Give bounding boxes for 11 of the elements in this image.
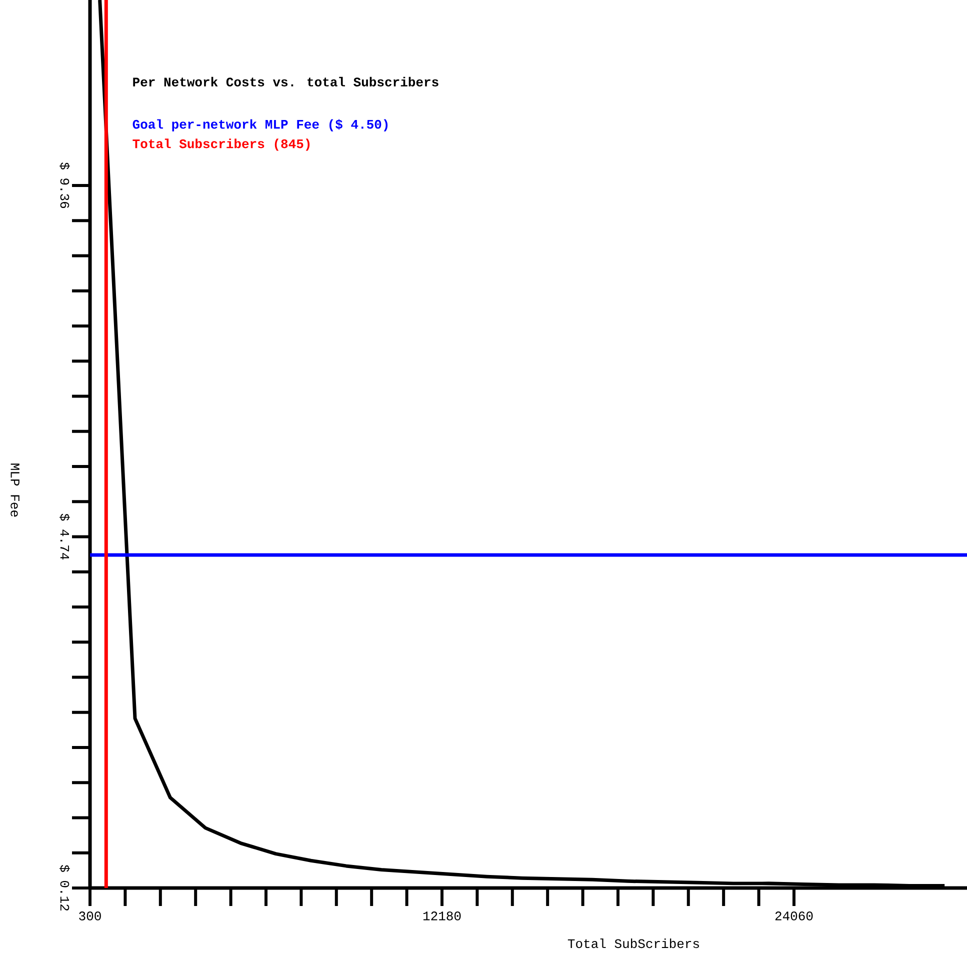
ref-line-label: Goal per-network MLP Fee ($ 4.50) — [132, 119, 388, 132]
y-tick-label: $ 9.36 — [60, 162, 70, 208]
x-tick-label: 24060 — [775, 912, 813, 920]
y-axis-title: MLP Fee — [10, 464, 20, 517]
text: Per Network Costs vs. total Subscribers — [133, 76, 438, 86]
x-axis-title: Total SubScribers — [568, 938, 699, 948]
y-tick-label: $ 4.74 — [60, 514, 70, 560]
x-tick-label: 300 — [79, 912, 101, 920]
x-tick-label: 12180 — [423, 912, 461, 920]
y-tick-label: $ 0.12 — [60, 865, 70, 910]
ref-line-label: Total Subscribers (845) — [132, 138, 310, 151]
